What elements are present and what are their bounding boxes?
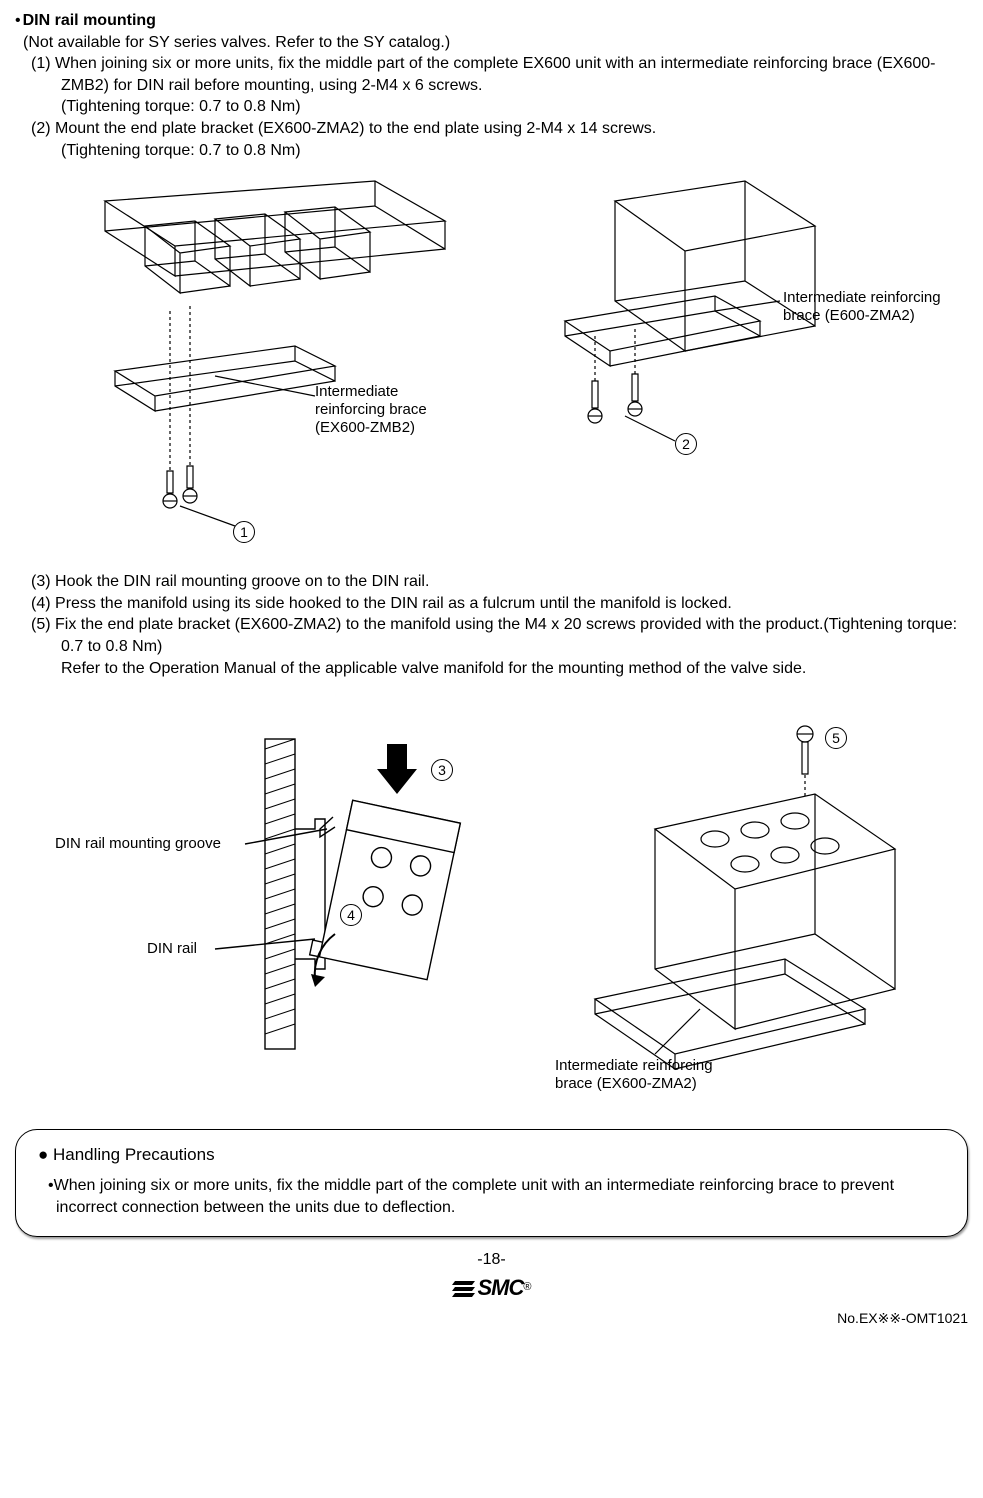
circle-2: 2: [675, 433, 697, 455]
step-3: (3) Hook the DIN rail mounting groove on…: [23, 571, 968, 593]
fig2-label-a: Intermediate reinforcing: [783, 289, 941, 307]
circle-5: 5: [825, 727, 847, 749]
fig4-label-b: brace (EX600-ZMA2): [555, 1075, 713, 1093]
logo-reg: ®: [523, 1280, 531, 1295]
circle-1: 1: [233, 521, 255, 543]
step-2: (2) Mount the end plate bracket (EX600-Z…: [23, 118, 968, 140]
step-num: (5): [31, 616, 51, 633]
fig3-label2: DIN rail: [147, 940, 197, 958]
fig1-label-c: (EX600-ZMB2): [315, 419, 427, 437]
step-num: (4): [31, 595, 51, 612]
fig1-label-a: Intermediate: [315, 383, 427, 401]
precautions-box: ● Handling Precautions •When joining six…: [15, 1129, 968, 1237]
step-text: Hook the DIN rail mounting groove on to …: [55, 573, 429, 590]
step-text: When joining six or more units, fix the …: [55, 55, 935, 94]
step-1: (1) When joining six or more units, fix …: [23, 53, 968, 96]
step-5-sub: Refer to the Operation Manual of the app…: [23, 658, 968, 680]
logo-text: SMC: [478, 1273, 524, 1303]
precautions-body: •When joining six or more units, fix the…: [38, 1175, 945, 1218]
step-text: Press the manifold using its side hooked…: [55, 595, 732, 612]
step-4: (4) Press the manifold using its side ho…: [23, 593, 968, 615]
step-num: (1): [31, 55, 51, 72]
bullet: •: [15, 10, 21, 32]
fig2-label-b: brace (E600-ZMA2): [783, 307, 941, 325]
step-1-sub: (Tightening torque: 0.7 to 0.8 Nm): [23, 96, 968, 118]
precautions-title: ● Handling Precautions: [38, 1144, 945, 1167]
figure-4: [535, 709, 955, 1109]
section-title: DIN rail mounting: [23, 10, 156, 32]
step-5: (5) Fix the end plate bracket (EX600-ZMA…: [23, 614, 968, 657]
logo: SMC ®: [15, 1273, 968, 1303]
step-text: Mount the end plate bracket (EX600-ZMA2)…: [55, 120, 656, 137]
figure-1: [75, 171, 505, 551]
fig1-label-b: reinforcing brace: [315, 401, 427, 419]
page-number: -18-: [15, 1249, 968, 1271]
fig3-label1: DIN rail mounting groove: [55, 835, 221, 853]
step-num: (3): [31, 573, 51, 590]
fig4-label-a: Intermediate reinforcing: [555, 1057, 713, 1075]
subtitle: (Not available for SY series valves. Ref…: [15, 32, 968, 54]
step-text: Fix the end plate bracket (EX600-ZMA2) t…: [55, 616, 957, 655]
doc-number: No.EX※※-OMT1021: [15, 1309, 968, 1328]
step-num: (2): [31, 120, 51, 137]
circle-3: 3: [431, 759, 453, 781]
logo-icon: [452, 1277, 478, 1299]
circle-4: 4: [340, 904, 362, 926]
step-2-sub: (Tightening torque: 0.7 to 0.8 Nm): [23, 140, 968, 162]
